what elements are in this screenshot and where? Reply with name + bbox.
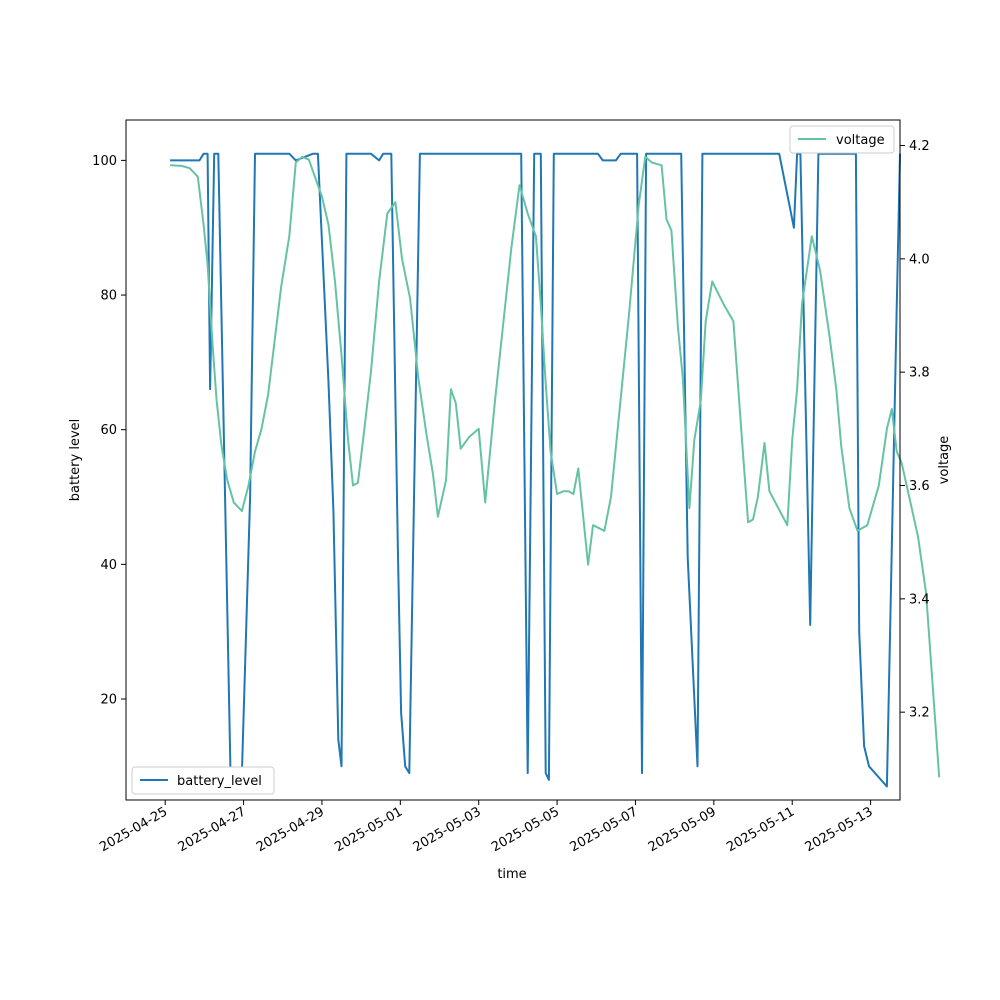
left-tick-label: 40 [100,558,117,573]
x-tick-label: 2025-04-27 [176,804,249,855]
plot-area [170,152,941,788]
x-tick-label: 2025-05-01 [332,804,405,855]
left-tick-label: 80 [100,289,117,304]
right-axis-label: voltage [937,436,952,485]
x-tick-label: 2025-04-29 [254,804,327,855]
legend-voltage: voltage [789,125,895,154]
legend-battery-box [131,766,275,795]
right-tick-label: 3.4 [909,592,930,607]
legend-voltage-box [789,125,895,154]
left-tick-label: 20 [100,693,117,708]
x-tick-label: 2025-05-07 [568,804,641,855]
left-axis-label: battery level [68,419,83,502]
x-tick-label: 2025-05-03 [411,804,484,855]
x-axis-ticks: 2025-04-25 2025-04-27 2025-04-29 2025-05-01… [97,800,876,855]
legend-battery: battery_level [131,766,275,795]
right-tick-label: 4.2 [909,139,930,154]
legend-battery-label: battery_level [177,774,262,789]
plot-frame [125,119,901,801]
right-tick-label: 3.2 [909,706,930,721]
legend-voltage-label: voltage [836,133,885,148]
right-tick-label: 4.0 [909,252,930,267]
x-tick-label: 2025-04-25 [97,804,170,855]
right-axis-ticks: 3.2 3.4 3.6 3.8 4.0 4.2 [900,139,930,721]
right-tick-label: 3.8 [909,366,930,381]
left-tick-label: 100 [92,154,117,169]
series-line-battery_level [170,152,901,788]
series-line-voltage [170,155,941,778]
x-tick-label: 2025-05-11 [724,804,797,855]
x-tick-label: 2025-05-09 [646,804,719,855]
x-axis-label: time [497,867,526,882]
right-tick-label: 3.6 [909,479,930,494]
left-tick-label: 60 [100,423,117,438]
x-tick-label: 2025-05-13 [803,804,876,855]
left-axis-ticks: 20 40 60 80 100 [92,154,126,708]
x-tick-label: 2025-05-05 [489,804,562,855]
